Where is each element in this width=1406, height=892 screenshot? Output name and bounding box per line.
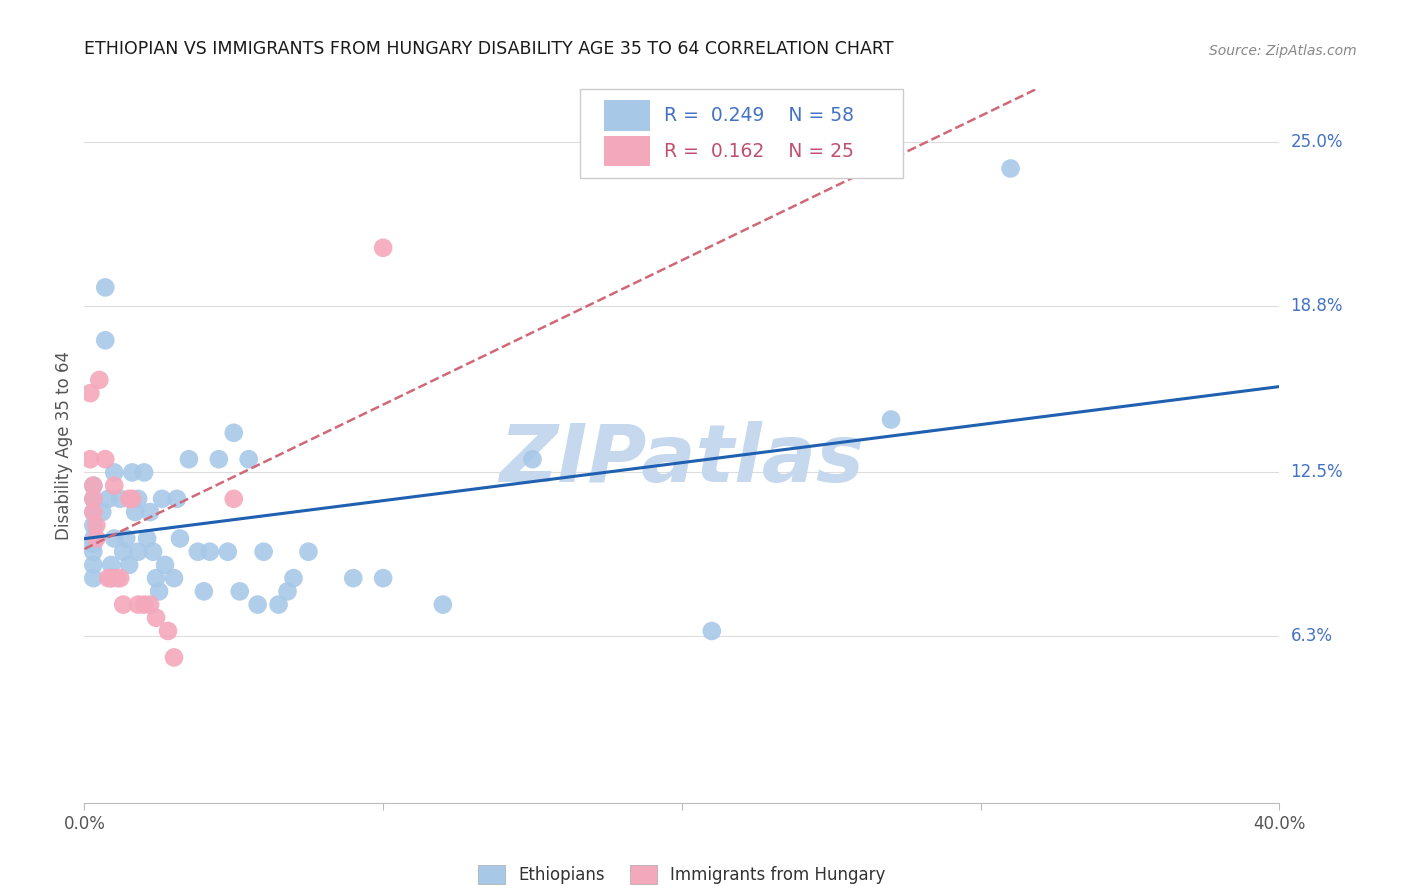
Point — [163, 571, 186, 585]
Point — [79, 452, 101, 467]
Point — [880, 412, 903, 426]
Point — [253, 545, 276, 559]
Point — [105, 571, 128, 585]
Point — [124, 505, 146, 519]
Point — [121, 491, 143, 506]
Text: Source: ZipAtlas.com: Source: ZipAtlas.com — [1209, 44, 1357, 58]
Point — [148, 584, 170, 599]
Point — [79, 386, 101, 401]
Point — [222, 425, 245, 440]
Point — [169, 532, 191, 546]
Text: ZIPatlas: ZIPatlas — [499, 421, 865, 500]
Point — [283, 571, 305, 585]
Point — [153, 558, 176, 572]
Point — [222, 491, 245, 506]
Text: ETHIOPIAN VS IMMIGRANTS FROM HUNGARY DISABILITY AGE 35 TO 64 CORRELATION CHART: ETHIOPIAN VS IMMIGRANTS FROM HUNGARY DIS… — [84, 40, 894, 58]
Point — [94, 452, 117, 467]
Point — [700, 624, 723, 638]
Point — [217, 545, 239, 559]
FancyBboxPatch shape — [605, 136, 650, 166]
Point — [82, 505, 104, 519]
Point — [86, 518, 108, 533]
Point — [94, 280, 117, 294]
Point — [136, 532, 159, 546]
Text: 18.8%: 18.8% — [1291, 297, 1343, 315]
Text: 12.5%: 12.5% — [1291, 464, 1343, 482]
Text: 25.0%: 25.0% — [1291, 133, 1343, 151]
Point — [82, 571, 104, 585]
Point — [118, 491, 141, 506]
Point — [371, 241, 394, 255]
Point — [432, 598, 454, 612]
Point — [208, 452, 231, 467]
Point — [139, 505, 162, 519]
Point — [177, 452, 200, 467]
Point — [163, 650, 186, 665]
Point — [297, 545, 319, 559]
Point — [198, 545, 221, 559]
Point — [157, 624, 180, 638]
Point — [371, 571, 394, 585]
Point — [103, 466, 125, 480]
Point — [100, 571, 122, 585]
Point — [82, 505, 104, 519]
Point — [166, 491, 188, 506]
Point — [94, 333, 117, 347]
Point — [91, 505, 114, 519]
Point — [228, 584, 252, 599]
Point — [342, 571, 364, 585]
Point — [522, 452, 544, 467]
Y-axis label: Disability Age 35 to 64: Disability Age 35 to 64 — [55, 351, 73, 541]
FancyBboxPatch shape — [605, 100, 650, 130]
Point — [97, 571, 120, 585]
Point — [142, 545, 165, 559]
Point — [118, 558, 141, 572]
Point — [82, 478, 104, 492]
Text: R =  0.249    N = 58: R = 0.249 N = 58 — [664, 106, 853, 125]
Point — [132, 466, 156, 480]
Point — [100, 571, 122, 585]
Point — [82, 558, 104, 572]
Point — [276, 584, 298, 599]
Point — [121, 466, 143, 480]
Point — [112, 545, 135, 559]
Point — [145, 571, 167, 585]
Point — [89, 373, 111, 387]
Point — [1000, 161, 1022, 176]
Point — [103, 478, 125, 492]
Point — [132, 598, 156, 612]
FancyBboxPatch shape — [581, 89, 903, 178]
Point — [97, 491, 120, 506]
Point — [82, 537, 104, 551]
Point — [187, 545, 209, 559]
Point — [103, 532, 125, 546]
Point — [82, 532, 104, 546]
Point — [82, 518, 104, 533]
Point — [82, 545, 104, 559]
Point — [110, 491, 132, 506]
Point — [145, 611, 167, 625]
Point — [115, 532, 138, 546]
Text: 6.3%: 6.3% — [1291, 627, 1333, 645]
Legend: Ethiopians, Immigrants from Hungary: Ethiopians, Immigrants from Hungary — [472, 858, 891, 891]
Point — [139, 598, 162, 612]
Text: R =  0.162    N = 25: R = 0.162 N = 25 — [664, 142, 853, 161]
Point — [246, 598, 269, 612]
Point — [267, 598, 290, 612]
Point — [150, 491, 173, 506]
Point — [82, 491, 104, 506]
Point — [100, 558, 122, 572]
Point — [127, 491, 149, 506]
Point — [110, 571, 132, 585]
Point — [86, 532, 108, 546]
Point — [238, 452, 260, 467]
Point — [127, 545, 149, 559]
Point — [112, 598, 135, 612]
Point — [82, 478, 104, 492]
Point — [193, 584, 215, 599]
Point — [82, 491, 104, 506]
Point — [127, 598, 149, 612]
